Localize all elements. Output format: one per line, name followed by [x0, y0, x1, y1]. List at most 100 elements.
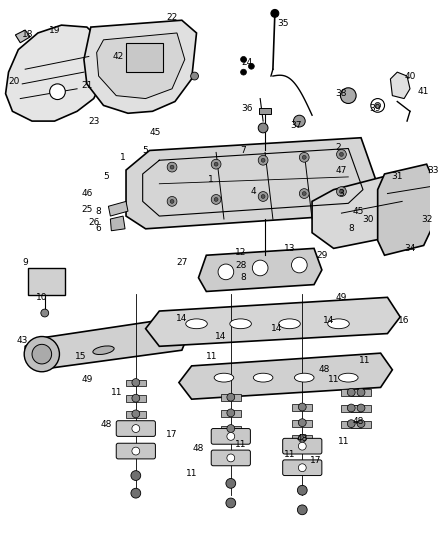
- Text: 48: 48: [101, 420, 112, 429]
- Bar: [126, 395, 145, 402]
- Circle shape: [375, 102, 381, 108]
- Bar: [221, 394, 240, 401]
- Text: 7: 7: [240, 146, 247, 155]
- Ellipse shape: [93, 346, 114, 354]
- Text: 31: 31: [392, 172, 403, 181]
- Circle shape: [258, 191, 268, 201]
- Text: 34: 34: [404, 244, 416, 253]
- Text: 14: 14: [215, 332, 227, 341]
- Polygon shape: [6, 25, 106, 121]
- Text: 2: 2: [336, 143, 341, 152]
- Polygon shape: [110, 216, 125, 231]
- Circle shape: [167, 197, 177, 206]
- Circle shape: [261, 195, 265, 198]
- Polygon shape: [390, 72, 410, 99]
- Ellipse shape: [230, 319, 251, 329]
- Text: 43: 43: [17, 336, 28, 345]
- Text: 1: 1: [208, 175, 214, 184]
- Text: 41: 41: [418, 87, 429, 96]
- Polygon shape: [108, 201, 128, 216]
- Circle shape: [227, 409, 235, 417]
- Circle shape: [132, 378, 140, 386]
- Circle shape: [357, 404, 365, 412]
- Text: 28: 28: [235, 261, 246, 270]
- Circle shape: [252, 260, 268, 276]
- Text: 18: 18: [22, 30, 34, 39]
- Circle shape: [347, 420, 355, 427]
- Circle shape: [299, 152, 309, 162]
- Bar: [221, 410, 240, 417]
- Circle shape: [292, 257, 307, 273]
- Circle shape: [167, 162, 177, 172]
- Text: 6: 6: [96, 224, 102, 233]
- FancyBboxPatch shape: [283, 438, 322, 454]
- Text: 38: 38: [336, 89, 347, 98]
- Bar: [351, 421, 371, 427]
- Circle shape: [336, 187, 346, 197]
- Text: 11: 11: [338, 437, 349, 446]
- Text: 33: 33: [428, 166, 438, 174]
- Text: 26: 26: [88, 219, 99, 228]
- Bar: [351, 390, 371, 396]
- Circle shape: [258, 123, 268, 133]
- Text: 11: 11: [284, 449, 295, 458]
- Text: 13: 13: [284, 244, 295, 253]
- Circle shape: [339, 152, 343, 156]
- Text: 9: 9: [22, 257, 28, 266]
- Circle shape: [49, 84, 65, 100]
- Text: 27: 27: [176, 257, 187, 266]
- Text: 8: 8: [240, 273, 247, 282]
- Bar: [293, 420, 312, 426]
- Circle shape: [24, 336, 60, 372]
- Circle shape: [261, 158, 265, 162]
- Text: 48: 48: [318, 365, 329, 374]
- Circle shape: [297, 486, 307, 495]
- Ellipse shape: [186, 319, 207, 329]
- Text: 45: 45: [150, 128, 161, 138]
- Text: 36: 36: [242, 104, 253, 113]
- FancyBboxPatch shape: [283, 460, 322, 475]
- Bar: [259, 108, 271, 114]
- Text: 11: 11: [186, 469, 198, 478]
- Circle shape: [298, 419, 306, 426]
- Circle shape: [131, 471, 141, 480]
- Circle shape: [248, 63, 254, 69]
- Circle shape: [218, 264, 234, 280]
- Circle shape: [132, 425, 140, 432]
- Circle shape: [302, 191, 306, 196]
- FancyBboxPatch shape: [211, 450, 251, 466]
- Text: 11: 11: [359, 356, 371, 365]
- Circle shape: [271, 10, 279, 17]
- Circle shape: [340, 88, 356, 103]
- FancyBboxPatch shape: [116, 421, 155, 437]
- Ellipse shape: [294, 373, 314, 382]
- Polygon shape: [145, 297, 400, 346]
- Text: 14: 14: [323, 317, 334, 325]
- Bar: [351, 405, 371, 412]
- Text: 10: 10: [36, 293, 48, 302]
- Bar: [221, 426, 240, 432]
- Circle shape: [339, 190, 343, 193]
- Bar: [126, 411, 145, 418]
- Ellipse shape: [279, 319, 300, 329]
- Polygon shape: [126, 138, 381, 229]
- Ellipse shape: [253, 373, 273, 382]
- Polygon shape: [312, 177, 407, 248]
- Polygon shape: [378, 164, 434, 255]
- Circle shape: [357, 389, 365, 396]
- Polygon shape: [84, 20, 197, 113]
- Circle shape: [132, 410, 140, 418]
- Circle shape: [214, 197, 218, 201]
- Text: 20: 20: [9, 77, 20, 86]
- Bar: [342, 421, 361, 427]
- Circle shape: [226, 498, 236, 508]
- Circle shape: [357, 420, 365, 427]
- Text: 30: 30: [362, 214, 374, 223]
- Text: 24: 24: [242, 58, 253, 67]
- Ellipse shape: [339, 373, 358, 382]
- Circle shape: [170, 199, 174, 204]
- Circle shape: [227, 432, 235, 440]
- Text: 46: 46: [81, 189, 92, 198]
- Text: 14: 14: [271, 324, 283, 333]
- Text: 48: 48: [193, 443, 204, 453]
